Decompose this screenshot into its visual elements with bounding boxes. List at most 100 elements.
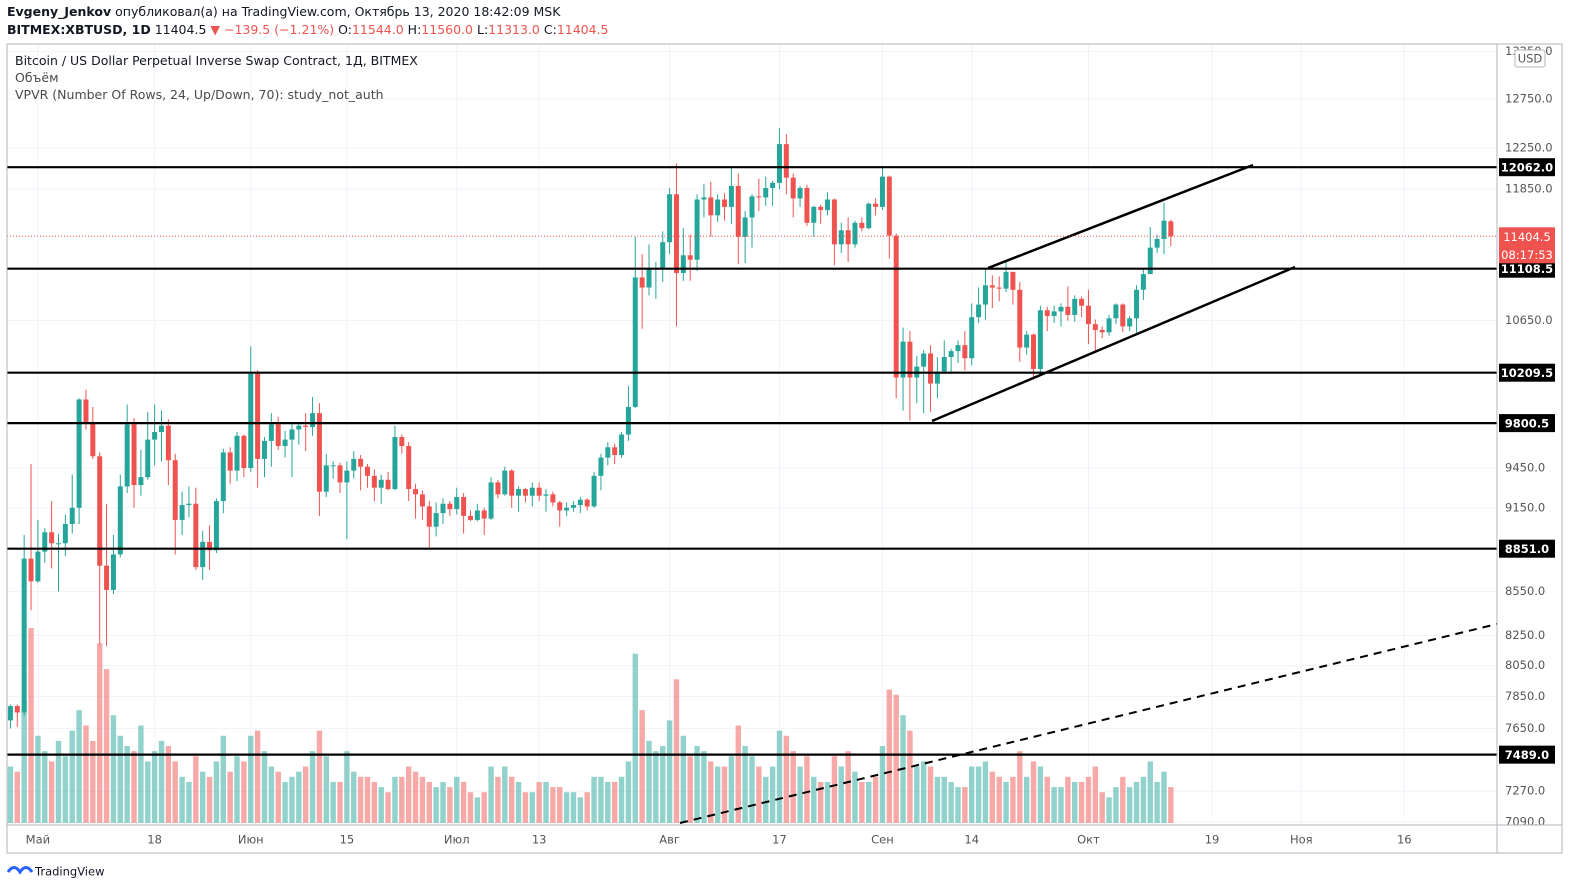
- candle-body: [1140, 274, 1146, 290]
- candle-body: [399, 437, 405, 447]
- candle-body: [673, 194, 679, 273]
- candle-body: [962, 345, 968, 359]
- candle-body: [893, 235, 899, 378]
- candle-body: [934, 371, 940, 384]
- volume-bar: [151, 751, 158, 823]
- volume-bar: [261, 751, 268, 823]
- volume-bar: [975, 766, 982, 823]
- drawings: [679, 163, 1498, 824]
- candle-body: [852, 222, 858, 245]
- candle-body: [385, 479, 391, 490]
- volume-bar: [886, 689, 893, 823]
- ohlc-k: O:: [338, 22, 352, 37]
- volume-bar: [90, 740, 96, 823]
- candle-body: [488, 482, 494, 519]
- volume-bar: [1120, 776, 1126, 823]
- volume-bar: [879, 746, 886, 823]
- ohlc-v: 11313.0: [488, 22, 540, 37]
- candle-body: [337, 465, 343, 483]
- candle-body: [447, 503, 453, 510]
- volume-bar: [1065, 776, 1071, 823]
- volume-bar: [1030, 761, 1037, 823]
- trend-line: [679, 623, 1498, 824]
- trend-line: [931, 265, 1296, 423]
- candle-body: [639, 277, 645, 288]
- volume-bar: [110, 715, 117, 823]
- published: опубликовал(а) на TradingView.com, Октяб…: [115, 4, 561, 19]
- candle-body: [392, 437, 398, 490]
- candle-body: [14, 706, 20, 713]
- volume-bar: [591, 776, 597, 823]
- x-tick-label: 15: [340, 833, 355, 847]
- volume-bar: [666, 720, 673, 823]
- candle-body: [749, 196, 755, 218]
- volume-bar: [1072, 781, 1078, 823]
- level-label: 7489.0: [1505, 748, 1549, 762]
- volume-bar: [7, 766, 14, 823]
- candle-body: [928, 353, 934, 384]
- volume-bar: [838, 766, 844, 823]
- volume-bar: [735, 725, 741, 823]
- level-box: [1499, 745, 1555, 764]
- candle-body: [1154, 238, 1160, 248]
- candle-body: [879, 176, 885, 207]
- logo: [6, 866, 34, 875]
- candle-body: [268, 424, 274, 441]
- volume-bar: [69, 730, 75, 823]
- y-tick-label: 7650.0: [1505, 721, 1545, 735]
- volume-bar: [426, 781, 432, 823]
- candle-body: [694, 199, 700, 260]
- volume-bar: [419, 776, 426, 823]
- volume-bar: [179, 776, 185, 823]
- volume-bar: [83, 725, 89, 823]
- candle-body: [21, 558, 27, 713]
- candle-body: [378, 479, 384, 488]
- candle-body: [516, 489, 522, 496]
- candle-body: [1134, 289, 1140, 319]
- candle-body: [227, 452, 233, 471]
- volume-bar: [172, 761, 178, 823]
- volume-bar: [749, 756, 755, 823]
- y-tick-label: 12750.0: [1505, 91, 1553, 105]
- candle-body: [838, 230, 844, 245]
- volume-bar: [557, 787, 563, 823]
- y-tick-label: 12250.0: [1505, 141, 1553, 155]
- candle-body: [756, 196, 762, 198]
- volume-bar: [1161, 771, 1167, 823]
- x-tick-label: Окт: [1077, 833, 1100, 847]
- level-label: 12062.0: [1501, 161, 1553, 175]
- volume-bar: [502, 766, 508, 823]
- volume-bar: [460, 781, 467, 823]
- volume-bar: [248, 735, 254, 823]
- x-tick-label: 13: [532, 833, 547, 847]
- volume-bar: [920, 761, 927, 823]
- candle-body: [152, 432, 158, 440]
- volume-bar: [296, 771, 302, 823]
- volume-bar: [687, 756, 693, 823]
- candle-body: [825, 199, 831, 211]
- candle-body: [1024, 334, 1030, 348]
- currency-box[interactable]: [1514, 49, 1546, 68]
- candle-body: [790, 177, 796, 199]
- legend-vpvr: VPVR (Number Of Rows, 24, Up/Down, 70): …: [15, 87, 384, 102]
- x-tick-label: Июн: [238, 833, 264, 847]
- volume-bar: [378, 787, 384, 823]
- candle-body: [42, 532, 48, 552]
- volume-bar: [598, 776, 604, 823]
- volume-bar: [399, 776, 405, 823]
- candle-body: [323, 465, 329, 492]
- candle-body: [646, 268, 652, 288]
- candle-body: [241, 435, 247, 468]
- candle-body: [564, 507, 570, 511]
- candle-body: [90, 421, 96, 457]
- candle-body: [735, 185, 741, 237]
- candle-body: [69, 507, 75, 525]
- volume-bar: [824, 781, 831, 823]
- volume-bar: [48, 761, 55, 823]
- candle-body: [687, 255, 693, 260]
- volume-bar: [817, 781, 824, 823]
- volume-bar: [495, 776, 501, 823]
- volume-bar: [213, 761, 220, 823]
- volume-bar: [289, 776, 295, 823]
- candle-body: [255, 373, 261, 459]
